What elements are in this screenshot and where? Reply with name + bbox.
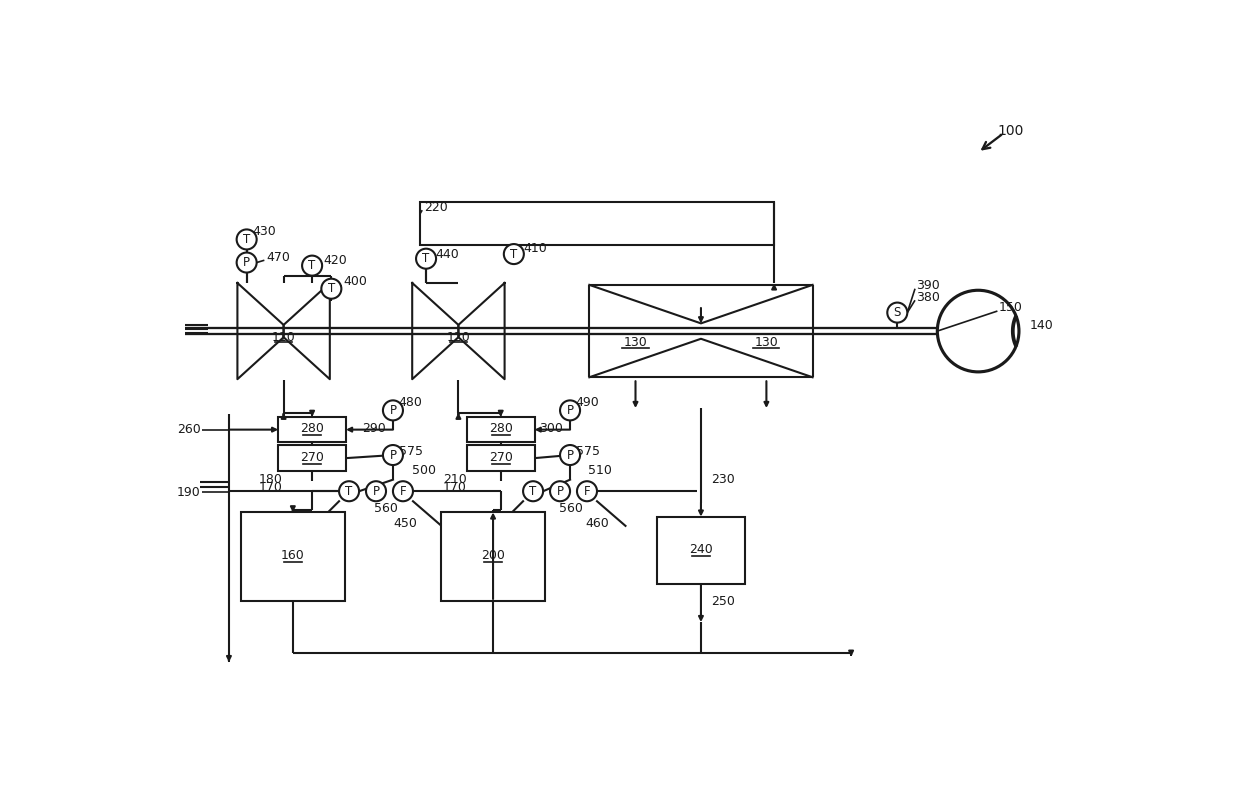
Text: 430: 430 <box>253 225 277 238</box>
Text: 450: 450 <box>393 517 417 530</box>
Text: 200: 200 <box>481 549 505 563</box>
Text: P: P <box>243 256 250 269</box>
Circle shape <box>417 249 436 269</box>
Circle shape <box>551 481 570 501</box>
Bar <box>467 417 534 443</box>
Text: T: T <box>423 252 430 265</box>
Text: 150: 150 <box>999 301 1023 315</box>
Text: 410: 410 <box>523 242 547 255</box>
Text: 390: 390 <box>916 279 940 292</box>
Circle shape <box>937 290 1019 372</box>
Bar <box>441 512 546 601</box>
Text: 260: 260 <box>176 423 201 436</box>
Circle shape <box>503 244 523 264</box>
Text: P: P <box>557 484 563 498</box>
Text: 560: 560 <box>373 503 398 515</box>
Text: 270: 270 <box>300 451 324 464</box>
Text: F: F <box>584 484 590 498</box>
Text: 290: 290 <box>362 421 386 435</box>
Text: 190: 190 <box>176 485 201 499</box>
Circle shape <box>383 400 403 421</box>
Circle shape <box>577 481 596 501</box>
Text: 400: 400 <box>343 275 367 288</box>
Text: 240: 240 <box>689 544 713 556</box>
Text: T: T <box>243 233 250 246</box>
Text: P: P <box>567 448 574 462</box>
Text: 230: 230 <box>711 473 735 486</box>
Polygon shape <box>589 285 812 377</box>
Text: 130: 130 <box>754 336 779 349</box>
Text: 490: 490 <box>575 396 599 409</box>
Text: 575: 575 <box>577 445 600 458</box>
Text: 560: 560 <box>558 503 583 515</box>
Text: 120: 120 <box>446 331 470 344</box>
Circle shape <box>366 481 386 501</box>
Text: 380: 380 <box>916 290 940 304</box>
Text: 100: 100 <box>997 124 1024 138</box>
Text: 280: 280 <box>489 422 512 436</box>
Text: 160: 160 <box>281 549 305 563</box>
Circle shape <box>303 256 322 275</box>
Text: 170: 170 <box>258 481 281 494</box>
Text: 510: 510 <box>588 464 611 477</box>
Text: 420: 420 <box>324 254 347 267</box>
Circle shape <box>339 481 360 501</box>
Text: T: T <box>529 484 537 498</box>
Text: 440: 440 <box>435 248 459 260</box>
Text: 220: 220 <box>424 201 448 215</box>
Text: 300: 300 <box>539 421 563 435</box>
Text: F: F <box>399 484 407 498</box>
Polygon shape <box>459 283 505 380</box>
Circle shape <box>523 481 543 501</box>
Bar <box>278 446 346 471</box>
Text: P: P <box>372 484 379 498</box>
Text: 140: 140 <box>1029 320 1054 332</box>
Text: 280: 280 <box>300 422 324 436</box>
Text: 250: 250 <box>711 595 735 608</box>
Text: 500: 500 <box>412 464 436 477</box>
Text: 480: 480 <box>398 396 422 409</box>
Bar <box>420 203 774 245</box>
Circle shape <box>383 445 403 465</box>
Text: T: T <box>309 259 316 272</box>
Circle shape <box>560 445 580 465</box>
Text: S: S <box>894 306 901 319</box>
Text: T: T <box>346 484 352 498</box>
Text: P: P <box>567 404 574 417</box>
Text: 575: 575 <box>399 445 423 458</box>
Circle shape <box>888 302 908 323</box>
Circle shape <box>321 279 341 299</box>
Text: T: T <box>510 248 517 260</box>
Text: P: P <box>389 448 397 462</box>
Circle shape <box>560 400 580 421</box>
Text: P: P <box>389 404 397 417</box>
Text: 270: 270 <box>489 451 512 464</box>
Text: T: T <box>327 282 335 295</box>
Text: 170: 170 <box>443 481 467 494</box>
Circle shape <box>393 481 413 501</box>
Circle shape <box>237 230 257 249</box>
Text: 130: 130 <box>624 336 647 349</box>
Text: 210: 210 <box>443 473 466 486</box>
Polygon shape <box>284 283 330 380</box>
Text: 460: 460 <box>585 517 609 530</box>
Text: 110: 110 <box>272 331 295 344</box>
Polygon shape <box>237 283 284 380</box>
Circle shape <box>237 252 257 272</box>
Bar <box>657 517 745 585</box>
Bar <box>241 512 345 601</box>
Text: 470: 470 <box>265 252 290 264</box>
Text: 180: 180 <box>258 473 281 486</box>
Polygon shape <box>412 283 459 380</box>
Bar <box>467 446 534 471</box>
Bar <box>278 417 346 443</box>
